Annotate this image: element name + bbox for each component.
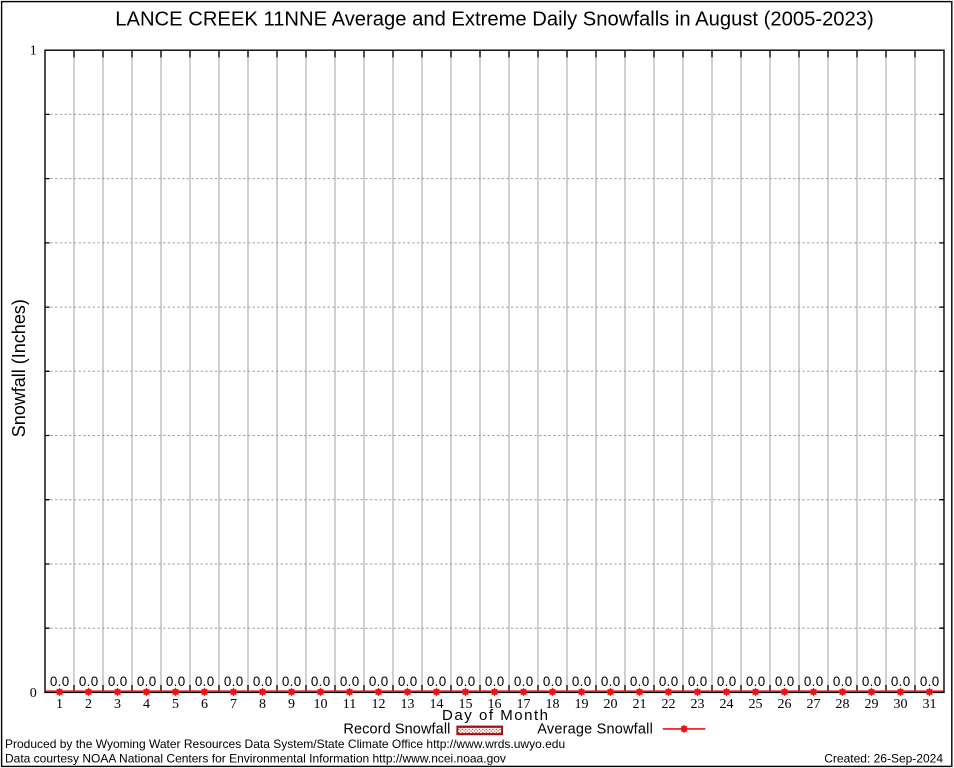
- svg-text:1: 1: [30, 44, 37, 59]
- svg-text:2: 2: [85, 697, 92, 712]
- svg-text:0.0: 0.0: [195, 674, 214, 689]
- svg-text:12: 12: [372, 697, 386, 712]
- svg-text:0.0: 0.0: [224, 674, 243, 689]
- svg-text:16: 16: [488, 697, 502, 712]
- svg-text:0: 0: [30, 686, 37, 701]
- svg-text:25: 25: [749, 697, 763, 712]
- svg-text:0.0: 0.0: [137, 674, 156, 689]
- svg-text:0.0: 0.0: [543, 674, 562, 689]
- svg-text:0.0: 0.0: [108, 674, 127, 689]
- svg-text:0.0: 0.0: [369, 674, 388, 689]
- svg-text:0.0: 0.0: [572, 674, 591, 689]
- svg-text:0.0: 0.0: [79, 674, 98, 689]
- svg-text:0.0: 0.0: [862, 674, 881, 689]
- svg-text:0.0: 0.0: [253, 674, 272, 689]
- svg-text:6: 6: [201, 697, 208, 712]
- svg-text:22: 22: [662, 697, 676, 712]
- svg-text:0.0: 0.0: [50, 674, 69, 689]
- svg-text:0.0: 0.0: [717, 674, 736, 689]
- svg-text:5: 5: [172, 697, 179, 712]
- svg-text:20: 20: [604, 697, 618, 712]
- svg-text:Snowfall (Inches): Snowfall (Inches): [9, 299, 29, 437]
- svg-text:Record Snowfall: Record Snowfall: [343, 722, 450, 738]
- svg-text:0.0: 0.0: [601, 674, 620, 689]
- svg-text:3: 3: [114, 697, 121, 712]
- svg-text:0.0: 0.0: [398, 674, 417, 689]
- svg-text:0.0: 0.0: [920, 674, 939, 689]
- svg-text:31: 31: [923, 697, 937, 712]
- svg-text:10: 10: [314, 697, 328, 712]
- svg-text:0.0: 0.0: [891, 674, 910, 689]
- svg-text:11: 11: [343, 697, 356, 712]
- svg-text:1: 1: [56, 697, 63, 712]
- svg-text:27: 27: [807, 697, 821, 712]
- svg-text:19: 19: [575, 697, 589, 712]
- svg-text:0.0: 0.0: [630, 674, 649, 689]
- svg-text:0.0: 0.0: [427, 674, 446, 689]
- svg-text:Average Snowfall: Average Snowfall: [537, 722, 653, 738]
- svg-text:0.0: 0.0: [804, 674, 823, 689]
- svg-text:0.0: 0.0: [485, 674, 504, 689]
- svg-text:28: 28: [836, 697, 850, 712]
- svg-text:0.0: 0.0: [659, 674, 678, 689]
- svg-text:29: 29: [865, 697, 879, 712]
- svg-text:LANCE CREEK 11NNE Average and: LANCE CREEK 11NNE Average and Extreme Da…: [115, 8, 874, 30]
- svg-text:0.0: 0.0: [456, 674, 475, 689]
- svg-text:17: 17: [517, 697, 531, 712]
- svg-text:Created: 26-Sep-2024: Created: 26-Sep-2024: [824, 751, 943, 765]
- svg-text:21: 21: [633, 697, 647, 712]
- svg-text:13: 13: [401, 697, 415, 712]
- svg-text:14: 14: [430, 697, 444, 712]
- svg-text:9: 9: [288, 697, 295, 712]
- svg-text:0.0: 0.0: [166, 674, 185, 689]
- svg-text:Produced by the Wyoming Water: Produced by the Wyoming Water Resources …: [5, 737, 565, 751]
- svg-text:26: 26: [778, 697, 792, 712]
- svg-text:23: 23: [691, 697, 705, 712]
- svg-text:18: 18: [546, 697, 560, 712]
- svg-text:24: 24: [720, 697, 734, 712]
- svg-text:30: 30: [894, 697, 908, 712]
- svg-text:15: 15: [459, 697, 473, 712]
- svg-text:0.0: 0.0: [746, 674, 765, 689]
- svg-text:0.0: 0.0: [282, 674, 301, 689]
- svg-text:0.0: 0.0: [775, 674, 794, 689]
- svg-text:0.0: 0.0: [340, 674, 359, 689]
- svg-text:0.0: 0.0: [688, 674, 707, 689]
- svg-text:Day of Month: Day of Month: [442, 707, 548, 724]
- svg-text:7: 7: [230, 697, 237, 712]
- svg-text:8: 8: [259, 697, 266, 712]
- svg-text:0.0: 0.0: [311, 674, 330, 689]
- svg-text:0.0: 0.0: [514, 674, 533, 689]
- svg-text:Data courtesy NOAA National Ce: Data courtesy NOAA National Centers for …: [5, 751, 506, 765]
- svg-text:4: 4: [143, 697, 150, 712]
- svg-text:0.0: 0.0: [833, 674, 852, 689]
